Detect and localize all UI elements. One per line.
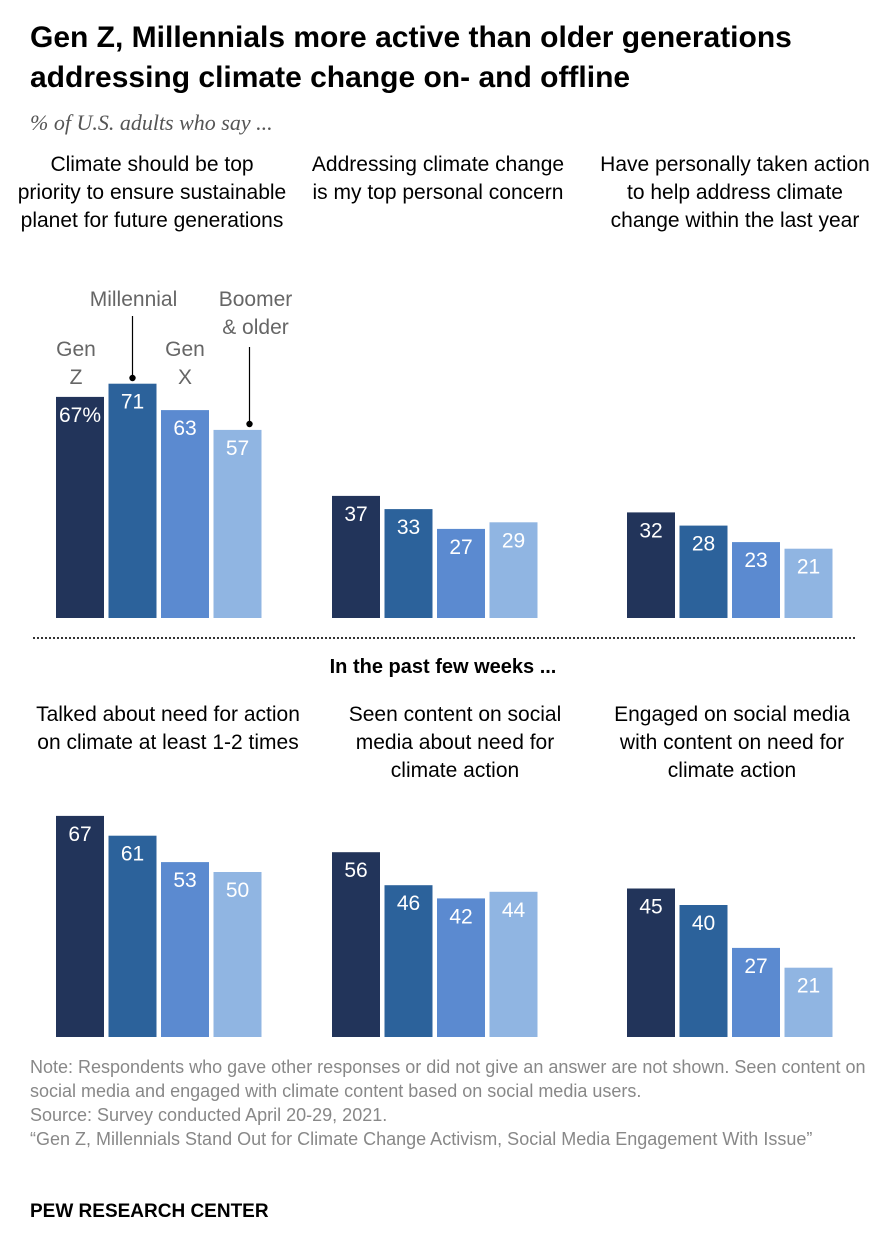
bar-millennial-panel-1 [108,383,157,618]
bar-value-label: 46 [397,892,420,915]
bar-millennial-panel-6 [679,905,728,1037]
bar-value-label: 50 [226,879,249,902]
bar-value-label: 67% [59,404,101,427]
brand-logo-text: PEW RESEARCH CENTER [30,1201,269,1222]
bar-boomer-panel-4 [213,872,262,1037]
bar-gen-x-panel-5 [437,898,485,1037]
section-divider [33,637,855,639]
bar-value-label: 21 [797,975,820,998]
bar-millennial-panel-5 [384,885,433,1037]
bar-millennial-panel-3 [679,525,728,618]
bar-gen-z-panel-5 [332,852,380,1037]
bar-value-label: 61 [121,843,144,866]
gen-z-label: Z [70,366,83,389]
bar-value-label: 63 [173,417,196,440]
chart-title: Gen Z, Millennials more active than olde… [30,21,792,94]
panel-title-seen-content: Seen content on social media about need … [348,703,562,782]
report-title-text: “Gen Z, Millennials Stand Out for Climat… [30,1129,813,1149]
panel-title-top-priority: Climate should be top priority to ensure… [17,153,287,232]
bar-gen-z-panel-2 [332,495,380,618]
bar-value-label: 71 [121,391,144,414]
bar-value-label: 28 [692,533,715,556]
bar-value-label: 53 [173,869,196,892]
bar-gen-x-panel-2 [437,528,485,618]
bar-gen-z-panel-3 [627,512,675,618]
bar-boomer-panel-5 [489,891,538,1037]
millennial-leader-dot [129,374,136,382]
panel-title-engaged: Engaged on social media with content on … [614,703,850,782]
panel-title-taken-action: Have personally taken action to help add… [600,153,870,232]
bar-value-label: 42 [449,905,472,928]
bar-value-label: 21 [797,556,820,579]
bar-value-label: 27 [449,536,472,559]
section-label: In the past few weeks ... [329,656,557,678]
boomer-leader-dot [246,420,253,428]
bar-value-label: 40 [692,912,715,935]
bar-gen-z-panel-1 [56,396,104,618]
bar-gen-x-panel-1 [161,410,209,618]
gen-z-label: Gen [56,338,96,361]
chart-subtitle: % of U.S. adults who say ... [30,110,273,135]
bar-gen-x-panel-3 [732,542,780,618]
bar-value-label: 44 [502,899,526,922]
bar-boomer-panel-2 [489,522,538,618]
bar-value-label: 56 [344,859,367,882]
source-text: Source: Survey conducted April 20-29, 20… [30,1105,388,1125]
bar-value-label: 32 [639,519,662,542]
bar-value-label: 67 [68,823,91,846]
gen-x-label: Gen [165,338,205,361]
bar-gen-x-panel-4 [161,862,209,1037]
bar-gen-x-panel-6 [732,947,780,1037]
bar-boomer-panel-3 [784,548,833,618]
bar-value-label: 57 [226,437,249,460]
panel-title-personal-concern: Addressing climate change is my top pers… [311,153,565,204]
bar-value-label: 33 [397,516,420,539]
gen-x-label: X [178,366,192,389]
boomer-label: Boomer [219,288,293,311]
bar-value-label: 45 [639,896,662,919]
bar-value-label: 27 [744,955,767,978]
bar-gen-z-panel-4 [56,815,104,1037]
millennial-label: Millennial [90,288,178,311]
bar-value-label: 23 [744,549,767,572]
chart-notes: Note: Respondents who gave other respons… [30,1055,870,1151]
bar-gen-z-panel-6 [627,888,675,1037]
bar-millennial-panel-2 [384,509,433,618]
note-text: Note: Respondents who gave other respons… [30,1057,866,1101]
bar-boomer-panel-6 [784,967,833,1037]
boomer-label: & older [222,316,289,339]
panel-title-talked: Talked about need for action on climate … [36,703,300,754]
bar-value-label: 29 [502,529,525,552]
bar-millennial-panel-4 [108,835,157,1037]
bar-value-label: 37 [344,503,367,526]
bar-boomer-panel-1 [213,429,262,618]
